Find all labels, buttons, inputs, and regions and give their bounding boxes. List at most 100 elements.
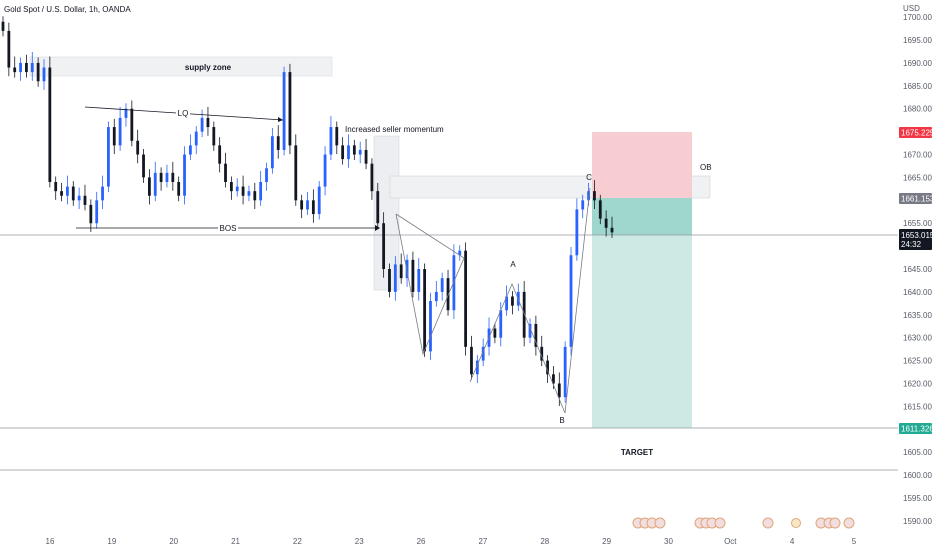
candle-body bbox=[71, 186, 75, 201]
candle-body bbox=[300, 200, 304, 210]
candle-body bbox=[610, 227, 614, 233]
candle-body bbox=[493, 328, 497, 338]
candle-body bbox=[528, 323, 532, 338]
trend-drawings bbox=[76, 106, 591, 414]
supply-zone-label: supply zone bbox=[185, 63, 232, 72]
bos-arrow-head bbox=[375, 225, 380, 231]
candle-body bbox=[522, 291, 526, 338]
candle-body bbox=[54, 182, 58, 192]
target-zone bbox=[592, 235, 692, 428]
candle-body bbox=[7, 30, 11, 68]
candle-body bbox=[329, 127, 333, 155]
candle-body bbox=[417, 269, 421, 292]
candle-body bbox=[563, 346, 567, 398]
lq-label-bg bbox=[176, 107, 190, 118]
candle-body bbox=[95, 200, 99, 224]
candle-body bbox=[569, 255, 573, 347]
price-axis[interactable]: USD bbox=[898, 0, 932, 550]
candle-body bbox=[335, 127, 339, 146]
time-tick-label: 19 bbox=[107, 537, 116, 546]
candle-body bbox=[112, 127, 116, 146]
price-tick-label: 1645.000 bbox=[903, 265, 932, 274]
us-flag-icon[interactable] bbox=[654, 517, 666, 529]
candle-body bbox=[317, 186, 321, 215]
candle-body bbox=[358, 149, 362, 155]
candle-body bbox=[446, 278, 450, 311]
candle-body bbox=[247, 191, 251, 196]
price-tags: 1675.225 1661.153 1653.015 24:32 1611.32… bbox=[899, 127, 932, 434]
candle-body bbox=[546, 360, 549, 375]
candle-body bbox=[347, 145, 350, 160]
candle-body bbox=[101, 186, 104, 201]
candle-body bbox=[481, 346, 485, 361]
candle-body bbox=[83, 195, 87, 205]
us-flag-icon[interactable] bbox=[829, 517, 841, 529]
target-label: TARGET bbox=[621, 448, 653, 457]
time-tick-label: 26 bbox=[417, 537, 426, 546]
candle-body bbox=[42, 67, 46, 82]
candle-body bbox=[352, 145, 356, 155]
price-tick-label: 1630.000 bbox=[903, 334, 932, 343]
candle-body bbox=[587, 191, 590, 201]
time-tick-label: 23 bbox=[355, 537, 364, 546]
current-price-tag-text: 1653.015 bbox=[901, 231, 932, 240]
candle-body bbox=[253, 191, 257, 201]
time-axis[interactable] bbox=[0, 532, 898, 550]
candle-body bbox=[241, 186, 245, 196]
candle-body bbox=[188, 145, 192, 155]
time-axis-bg bbox=[0, 532, 898, 550]
candle-body bbox=[77, 195, 81, 201]
price-tick-label: 1620.000 bbox=[903, 379, 932, 388]
candle-body bbox=[265, 168, 268, 182]
time-tick-label: Oct bbox=[724, 537, 737, 546]
candle-body bbox=[598, 200, 602, 219]
abc-pattern bbox=[469, 187, 591, 414]
target-price-tag-text: 1611.326 bbox=[901, 425, 932, 434]
price-tick-label: 1685.000 bbox=[903, 82, 932, 91]
candle-body bbox=[136, 140, 140, 155]
candle-body bbox=[153, 172, 157, 196]
candle-body bbox=[440, 278, 444, 292]
candle-body bbox=[464, 250, 468, 347]
candle-body bbox=[36, 62, 40, 82]
price-tick-labels: 1700.000 1695.000 1690.000 1685.000 1680.000… bbox=[903, 13, 932, 526]
horizontal-lines bbox=[0, 234, 898, 471]
candle-body bbox=[452, 255, 456, 311]
candle-body bbox=[171, 172, 175, 182]
candle-body bbox=[370, 163, 374, 192]
candle-body bbox=[200, 117, 204, 132]
candle-body bbox=[505, 296, 508, 311]
price-tick-label: 1590.000 bbox=[903, 517, 932, 526]
bos-label-bg bbox=[218, 222, 238, 234]
candle-body bbox=[552, 374, 555, 384]
candle-body bbox=[399, 264, 403, 279]
candle-body bbox=[376, 191, 380, 224]
candle-body bbox=[60, 191, 63, 196]
candle-body bbox=[48, 67, 52, 182]
candle-body bbox=[294, 145, 298, 201]
candle-body bbox=[540, 346, 544, 361]
price-tick-label: 1690.000 bbox=[903, 59, 932, 68]
candle-body bbox=[364, 149, 368, 164]
economic-event-icons[interactable] bbox=[632, 517, 855, 529]
time-tick-label: 4 bbox=[790, 537, 795, 546]
event-icon[interactable] bbox=[791, 518, 801, 528]
price-tick-label: 1700.000 bbox=[903, 13, 932, 22]
candle-body bbox=[382, 223, 386, 269]
candle-body bbox=[107, 127, 110, 187]
candle-body bbox=[511, 296, 514, 306]
candle-body bbox=[270, 136, 274, 169]
candle-body bbox=[30, 62, 34, 73]
us-flag-icon[interactable] bbox=[714, 517, 726, 529]
lq-arrow-head bbox=[278, 117, 283, 122]
us-flag-icon[interactable] bbox=[843, 517, 855, 529]
candle-body bbox=[581, 200, 585, 210]
price-tick-label: 1635.000 bbox=[903, 311, 932, 320]
us-flag-icon[interactable] bbox=[762, 517, 774, 529]
candle-body bbox=[282, 72, 286, 150]
wedge-pattern bbox=[395, 213, 465, 356]
candle-body bbox=[593, 191, 596, 201]
candle-body bbox=[423, 269, 427, 352]
time-tick-label: 22 bbox=[293, 537, 302, 546]
